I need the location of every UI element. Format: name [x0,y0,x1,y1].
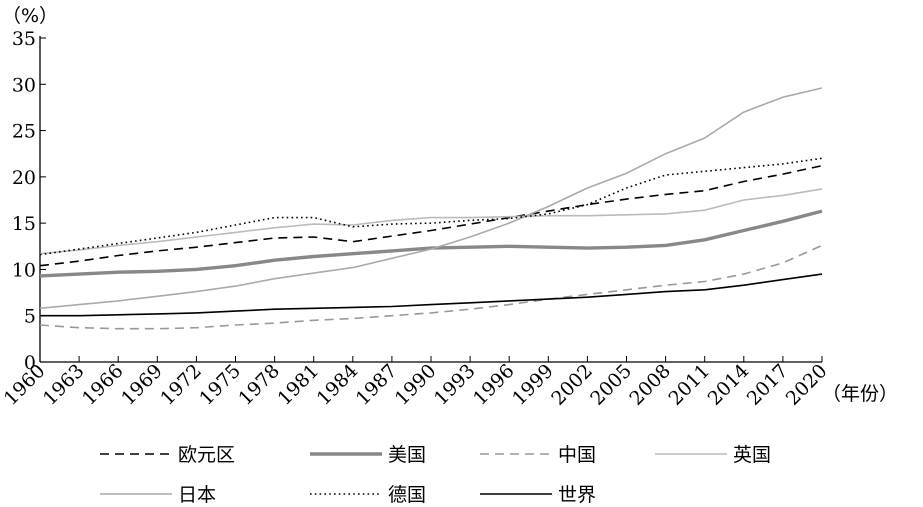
series-line-5 [39,87,823,310]
x-axis-unit: （年份） [822,383,898,405]
x-tick-label: 1969 [117,360,167,410]
x-tick-label: 1999 [508,360,558,410]
x-tick-label: 2011 [664,360,714,410]
y-tick-label: 25 [12,121,36,143]
series-line-3 [39,244,823,330]
series-line-1 [39,164,823,267]
legend-label-3: 中国 [558,444,596,466]
series-line-6 [39,157,823,256]
y-tick-label: 0 [24,352,36,374]
y-tick-label: 15 [12,213,36,235]
x-tick-label: 1981 [273,360,323,410]
x-tick-label: 2014 [704,360,754,410]
y-axis-unit: （%） [2,5,58,27]
series-line-2 [39,209,823,278]
y-tick-label: 35 [12,28,36,50]
legend-label-7: 世界 [558,484,596,506]
y-tick-label: 5 [24,306,36,328]
x-tick-label: 1984 [313,360,363,410]
legend-label-6: 德国 [388,484,426,506]
x-tick-label: 2005 [586,360,636,410]
x-tick-label: 1966 [78,360,128,410]
x-tick-label: 1975 [195,360,245,410]
series-line-7 [40,273,823,317]
x-tick-label: 1972 [156,360,206,410]
legend-label-2: 美国 [388,444,426,466]
x-tick-label: 1963 [39,360,89,410]
x-tick-label: 1993 [430,360,480,410]
x-tick-label: 2002 [547,360,597,410]
plot-area: 0510152025303519601963196619691972197519… [0,28,832,410]
y-tick-label: 10 [12,259,36,281]
x-tick-label: 1978 [234,360,284,410]
legend-label-1: 欧元区 [178,444,235,466]
x-tick-label: 2017 [743,360,793,410]
legend-label-5: 日本 [178,484,216,506]
x-tick-label: 1996 [469,360,519,410]
x-tick-label: 2008 [625,360,675,410]
y-tick-label: 30 [12,74,36,96]
series-line-4 [39,188,823,255]
y-tick-label: 20 [12,167,36,189]
x-tick-label: 1990 [391,360,441,410]
x-tick-label: 1987 [352,360,402,410]
legend-label-4: 英国 [733,444,771,466]
